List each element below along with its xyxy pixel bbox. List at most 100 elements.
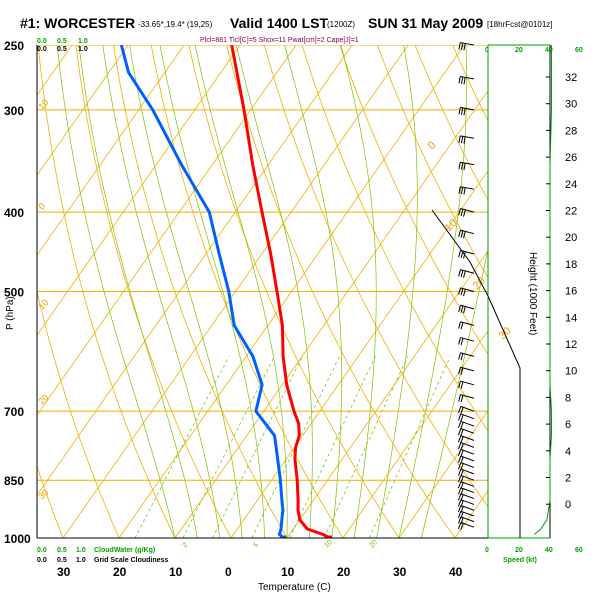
wind-barb-flag [458,162,461,170]
wind-barb-flag [460,187,464,195]
wind-barb-flag [460,338,464,346]
wind-barb-flag [460,136,464,144]
cloudwater-tick-0: 0.0 [37,547,47,554]
mixing-ratio-line [369,356,451,538]
pressure-tick-label: 850 [4,474,24,488]
wind-barb-flag [460,270,464,278]
wind-tick-bottom-3: 60 [575,547,583,554]
height-tick-label: 28 [565,125,577,137]
grid-value-label: 20 [36,392,50,406]
wind-barb-flag [457,442,462,450]
wind-barb-flag [463,209,466,217]
mixing-ratio-line [289,356,376,538]
dry-adiabat [263,45,488,508]
moist-adiabat [398,45,468,538]
grid-value-label: 20 [368,539,379,550]
height-tick-label: 24 [565,179,577,191]
wind-barb-flag [463,306,466,314]
dry-adiabat [37,45,176,538]
pressure-tick-label: 500 [4,286,24,300]
moist-adiabat [78,45,198,538]
dry-adiabat [113,45,288,538]
wind-barb-flag [458,381,461,389]
wind-barb-flag [457,406,462,414]
wind-barb-flag [457,493,462,501]
moist-adiabat [102,45,221,538]
sounding-profiles [119,45,333,538]
wind-barb-flag [460,42,464,50]
wind-barb-flag [460,288,464,296]
wind-barb-flag [463,270,466,278]
height-tick-label: 20 [565,232,577,244]
dry-adiabat [37,465,64,538]
wind-barb-flag [463,187,466,195]
wind-barb-flag [460,367,464,375]
wind-tick-top-2: 40 [545,47,553,54]
wind-barb-flag [458,269,461,277]
wind-barb-flag [457,516,462,524]
wind-tick-top-1: 20 [515,47,523,54]
wind-barb-staff [460,229,475,235]
top-green-tick-2: 1.0 [78,38,88,45]
height-tick-label: 32 [565,72,577,84]
wind-barb-staff [460,420,475,427]
temperature-ticks: 30 20 10 0 10 20 30 40 [57,565,463,579]
top-green-tick-0: 0.0 [37,38,47,45]
height-tick-label: 12 [565,339,577,351]
wind-barb-flag [460,395,464,403]
dry-adiabat [490,45,600,538]
wind-barb-flag [458,287,461,295]
mixing-ratio-line [323,356,409,538]
wind-barb-flag [460,511,464,519]
wind-barb-flag [463,231,466,239]
height-tick-label: 0 [565,499,571,511]
wind-barb-flag [457,505,462,513]
wind-barb-flag [458,394,461,402]
wind-barb-flag [460,230,464,238]
wind-barb-staff [460,448,475,455]
wind-barb-flag [457,475,462,483]
wind-barb-flag [458,186,461,194]
wind-barb-flag [463,43,466,51]
height-axis-label: Height (1000 Feet) [527,252,538,335]
temperature-tick-label: 30 [57,565,71,579]
grid-value-label: 2 [181,542,189,550]
height-tick-label: 10 [565,366,577,378]
stability-indices: Plcl=881 Tlcl[C]=5 Shox=11 Pwat[cm]=2 Ca… [200,37,359,44]
wind-barb-flag [460,517,464,525]
pressure-tick-label: 400 [4,206,24,220]
cloudiness-tick-0: 0.0 [37,557,47,564]
moist-adiabat [129,45,243,538]
wind-barb-flag [460,443,464,451]
wind-barb-flag [458,135,461,143]
temperature-profile [230,45,331,538]
wind-barb-flag [458,305,461,313]
pressure-tick-label: 700 [4,405,24,419]
temperature-surface-marker [327,535,333,538]
wind-barb-flag [457,455,462,463]
cloudiness-tick-1: 0.5 [57,557,67,564]
wind-barb-flag [458,367,461,375]
wind-barb-flag [460,436,464,444]
height-tick-label: 6 [565,419,571,431]
wind-barb-flag [458,76,461,84]
wind-tick-bottom-0: 0 [485,547,489,554]
isotherm-line [37,45,129,176]
wind-speed-label: Speed (kt) [503,557,537,564]
cloudwater-label: CloudWater (g/Kg) [94,547,155,554]
grid-value-label: 0 [36,201,47,212]
wind-barb-flag [460,414,464,422]
wind-barb-flag [460,162,464,170]
wind-barb-flag [457,413,462,421]
cloudiness-tick-2: 1.0 [76,557,86,564]
station-coords: -33.65*,19.4* (19,25) [138,20,213,29]
pressure-tick-label: 250 [4,39,24,53]
dry-adiabat [301,45,488,432]
wind-barb-flag [463,77,466,85]
wind-barb-flag [458,42,461,50]
temperature-tick-label: 10 [281,565,295,579]
wind-barb-flag [457,468,462,476]
wind-barb-flag [457,435,462,443]
wind-barb-flag [460,305,464,313]
